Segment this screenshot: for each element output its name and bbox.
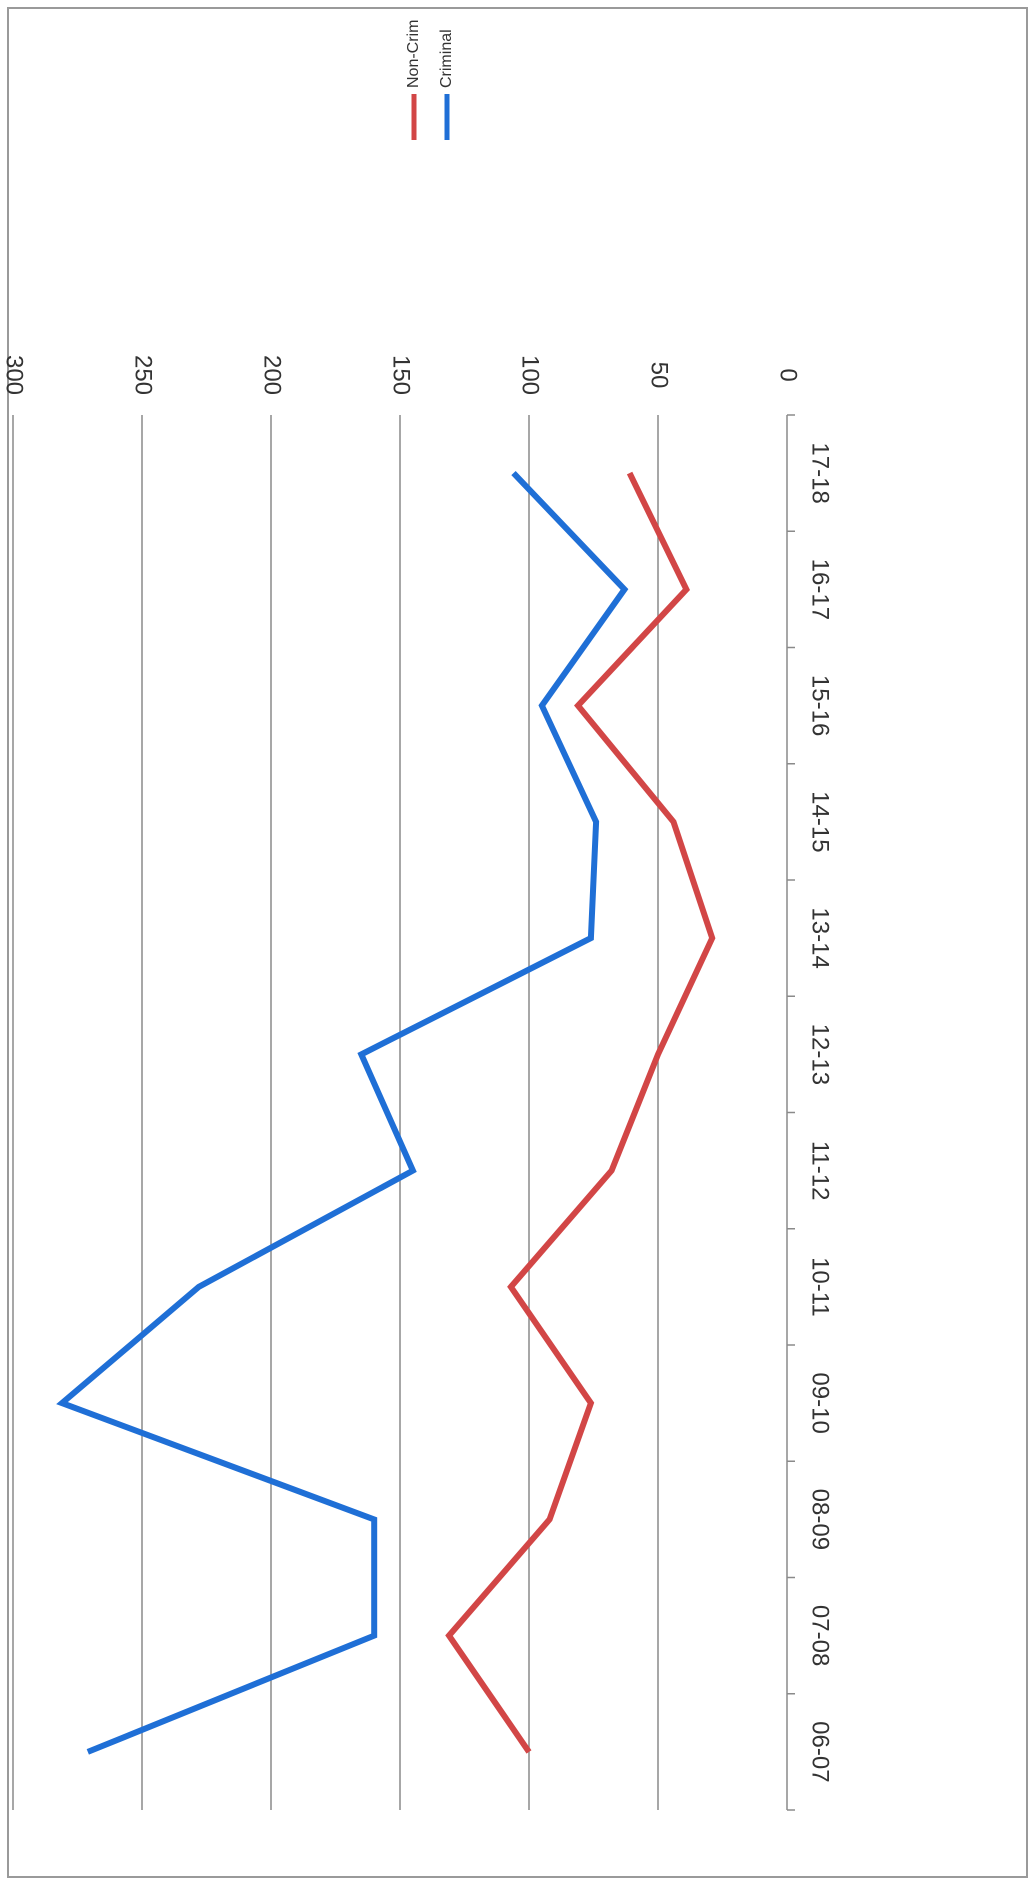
legend-label: Non-Crim <box>405 20 422 88</box>
y-tick-label: 250 <box>130 355 157 395</box>
axis-layer <box>786 414 795 1811</box>
x-tick-label: 07-08 <box>807 1605 834 1666</box>
y-tick-label: 150 <box>388 355 415 395</box>
y-tick-label: 50 <box>646 362 673 389</box>
x-tick-label: 06-07 <box>807 1721 834 1782</box>
x-tick-label: 14-15 <box>807 791 834 852</box>
legend-label: Criminal <box>438 29 455 88</box>
legend-layer: Criminal Non-Crim <box>405 20 455 140</box>
chart-border <box>7 7 1028 1878</box>
x-tick-label: 16-17 <box>807 559 834 620</box>
series-line-criminal <box>56 471 629 1755</box>
grid-layer <box>12 415 659 1810</box>
series-line-non-crim <box>445 471 716 1754</box>
x-tick-label: 15-16 <box>807 675 834 736</box>
x-tick-label: 17-18 <box>807 442 834 503</box>
y-tick-label: 100 <box>517 355 544 395</box>
chart-root: 0 50 100 150 200 250 300 06-07 07-08 08-09 09-10 10… <box>1 20 834 1811</box>
y-tick-label: 0 <box>775 368 802 381</box>
x-tick-label: 10-11 <box>807 1257 834 1317</box>
x-tick-label: 12-13 <box>807 1024 834 1085</box>
tick-label-layer: 0 50 100 150 200 250 300 06-07 07-08 08-09 09-10 10… <box>1 355 834 1783</box>
x-tick-label: 13-14 <box>807 907 834 968</box>
series-layer <box>56 471 716 1755</box>
x-tick-label: 08-09 <box>807 1489 834 1550</box>
x-tick-label: 11-12 <box>807 1141 834 1201</box>
y-tick-label: 300 <box>1 355 28 395</box>
y-tick-label: 200 <box>259 355 286 395</box>
x-tick-label: 09-10 <box>807 1372 834 1433</box>
